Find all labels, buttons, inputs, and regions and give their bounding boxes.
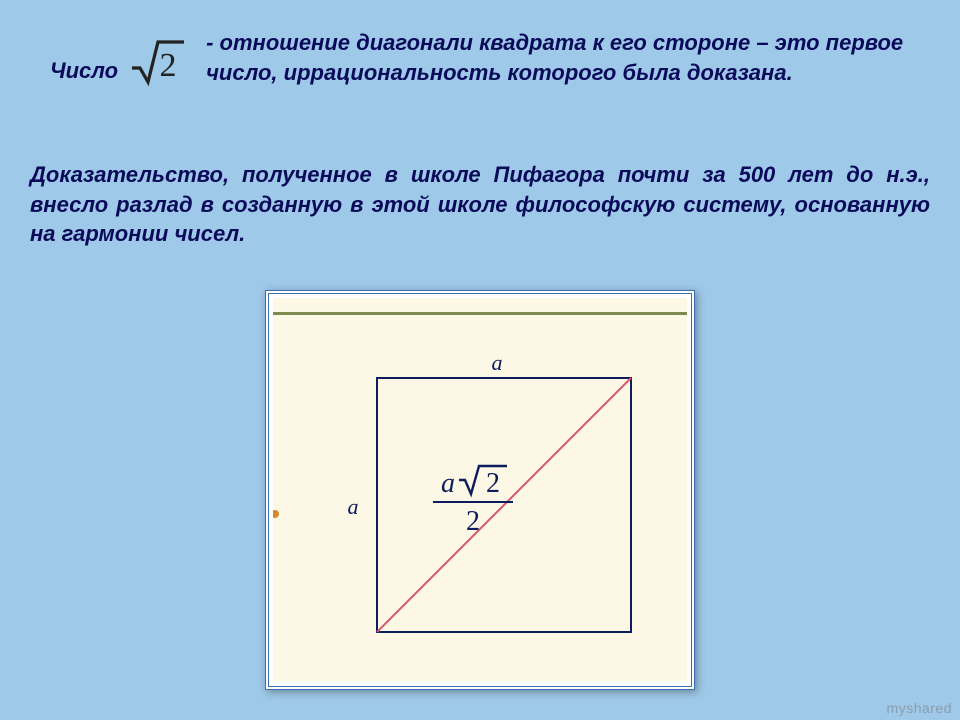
definition-text: - отношение диагонали квадрата к его сто… [206, 28, 920, 87]
sqrt2-symbol: 2 [128, 28, 188, 91]
label-a-left: a [348, 494, 359, 519]
proof-paragraph: Доказательство, полученное в школе Пифаг… [30, 160, 930, 249]
square-diagonal-diagram: a a a 2 2 [273, 298, 687, 682]
header-row: Число 2 - отношение диагонали квадрата к… [50, 28, 920, 91]
slide: Число 2 - отношение диагонали квадрата к… [0, 0, 960, 720]
formula-denominator: 2 [466, 506, 480, 537]
left-edge-dot [273, 510, 279, 518]
radicand-top: 2 [160, 47, 177, 84]
figure-frame: a a a 2 2 [265, 290, 695, 690]
figure-canvas: a a a 2 2 [273, 298, 687, 682]
top-band [273, 312, 687, 315]
formula-radicand: 2 [486, 468, 500, 499]
formula-a: a [441, 468, 455, 499]
center-formula: a 2 2 [433, 466, 513, 537]
label-a-top: a [492, 350, 503, 375]
chislo-label: Число [50, 28, 118, 84]
square-diagonal [377, 378, 631, 632]
watermark: myshared [887, 700, 952, 716]
